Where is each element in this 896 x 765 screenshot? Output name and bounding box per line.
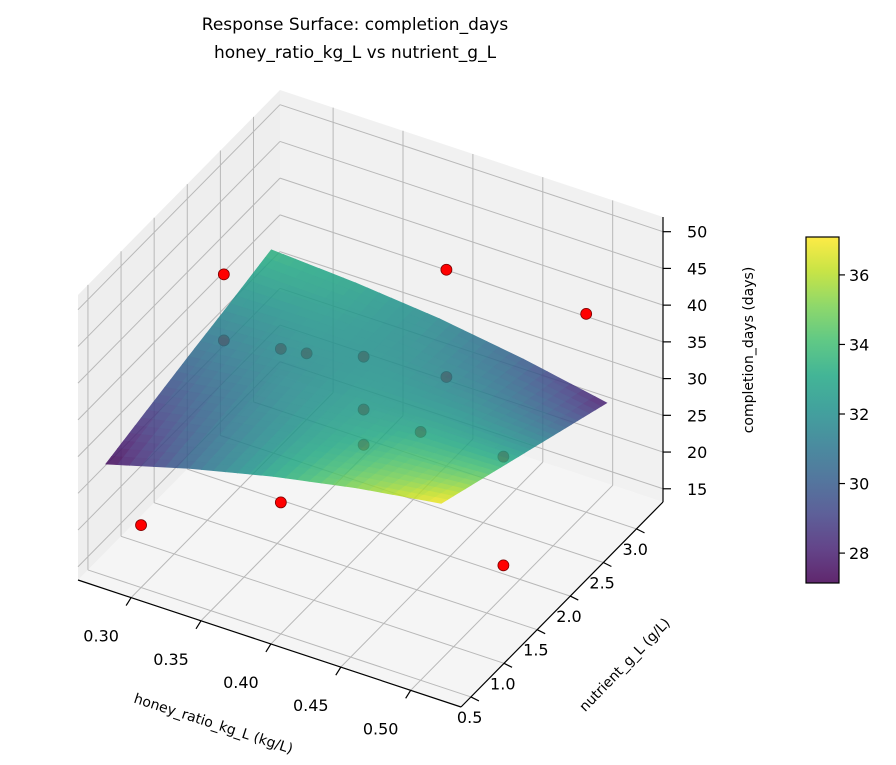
z-gridline (279, 251, 664, 380)
z-tick-label: 30 (687, 370, 707, 389)
x-tick-label: 0.40 (223, 673, 259, 692)
axis-lines (77, 217, 664, 708)
colorbar-tick-label: 32 (849, 405, 869, 424)
data-point (135, 519, 147, 531)
colorbar-gradient (806, 237, 839, 583)
x-tick-mark (125, 597, 132, 606)
y-tick-label: 2.5 (589, 573, 614, 592)
z-gridline (77, 214, 281, 421)
colorbar-tick-label: 36 (849, 266, 869, 285)
x-axis-line (77, 579, 462, 708)
z-gridline (77, 141, 281, 347)
colorbar-tick-label: 30 (849, 475, 869, 494)
y-gridline (120, 535, 505, 664)
x-tick-mark (405, 689, 412, 699)
y-tick-mark (470, 696, 480, 702)
z-tick-label: 20 (687, 443, 707, 462)
colorbar-tick-label: 28 (849, 544, 869, 563)
x-tick-label: 0.30 (83, 627, 119, 646)
x-axis-label: honey_ratio_kg_L (kg/L) (132, 691, 295, 758)
z-tick-label: 45 (687, 259, 707, 278)
data-point (580, 307, 593, 320)
x-tick-mark (335, 666, 342, 676)
y-gridline (87, 569, 472, 698)
y-axis-label: nutrient_g_L (g/L) (577, 615, 674, 715)
chart-subtitle: honey_ratio_kg_L vs nutrient_g_L (214, 43, 497, 63)
x-gridline (340, 461, 544, 668)
y-gridline (154, 502, 538, 631)
colorbar-frame (805, 236, 840, 584)
y-tick-label: 2.0 (556, 607, 581, 626)
y-tick-label: 0.5 (457, 708, 482, 727)
y-axis-line (460, 501, 664, 708)
tick-labels: 0.30 0.35 0.40 0.45 0.50 0.5 1.0 1.5 2.0 2.5 3.0 15… (83, 223, 707, 739)
y-tick-label: 1.5 (523, 641, 548, 660)
data-point (217, 268, 230, 281)
x-gridline (410, 484, 614, 691)
x-tick-label: 0.45 (293, 696, 329, 715)
y-tick-label: 3.0 (623, 540, 648, 559)
z-gridline (279, 104, 664, 233)
data-point (440, 263, 453, 276)
chart-title: Response Surface: completion_days (202, 15, 509, 35)
z-tick-label: 35 (687, 333, 707, 352)
z-tick-label: 50 (687, 223, 707, 242)
y-tick-label: 1.0 (490, 674, 515, 693)
colorbar-tick-label: 34 (849, 335, 869, 354)
z-tick-label: 25 (687, 406, 707, 425)
y-tick-mark (603, 561, 612, 568)
z-gridline (279, 177, 664, 306)
z-tick-label: 40 (687, 296, 707, 315)
x-tick-mark (265, 643, 272, 653)
y-gridline (187, 468, 571, 597)
colorbar: 28 30 32 34 36 (805, 236, 869, 584)
x-tick-label: 0.50 (363, 719, 399, 738)
z-gridline (77, 177, 281, 384)
surface-facet (428, 497, 449, 504)
x-tick-mark (195, 620, 202, 630)
y-tick-mark (636, 528, 645, 534)
z-gridline (279, 140, 664, 269)
x-tick-label: 0.35 (153, 650, 189, 669)
data-point (497, 559, 510, 572)
z-tick-label: 15 (687, 480, 707, 499)
y-tick-mark (503, 662, 513, 668)
z-gridline (279, 214, 664, 343)
z-gridline (77, 104, 281, 311)
y-tick-mark (570, 595, 579, 601)
data-point (274, 496, 287, 509)
response-surface (105, 249, 608, 504)
y-tick-mark (536, 629, 546, 635)
z-axis-label: completion_days (days) (741, 267, 757, 434)
